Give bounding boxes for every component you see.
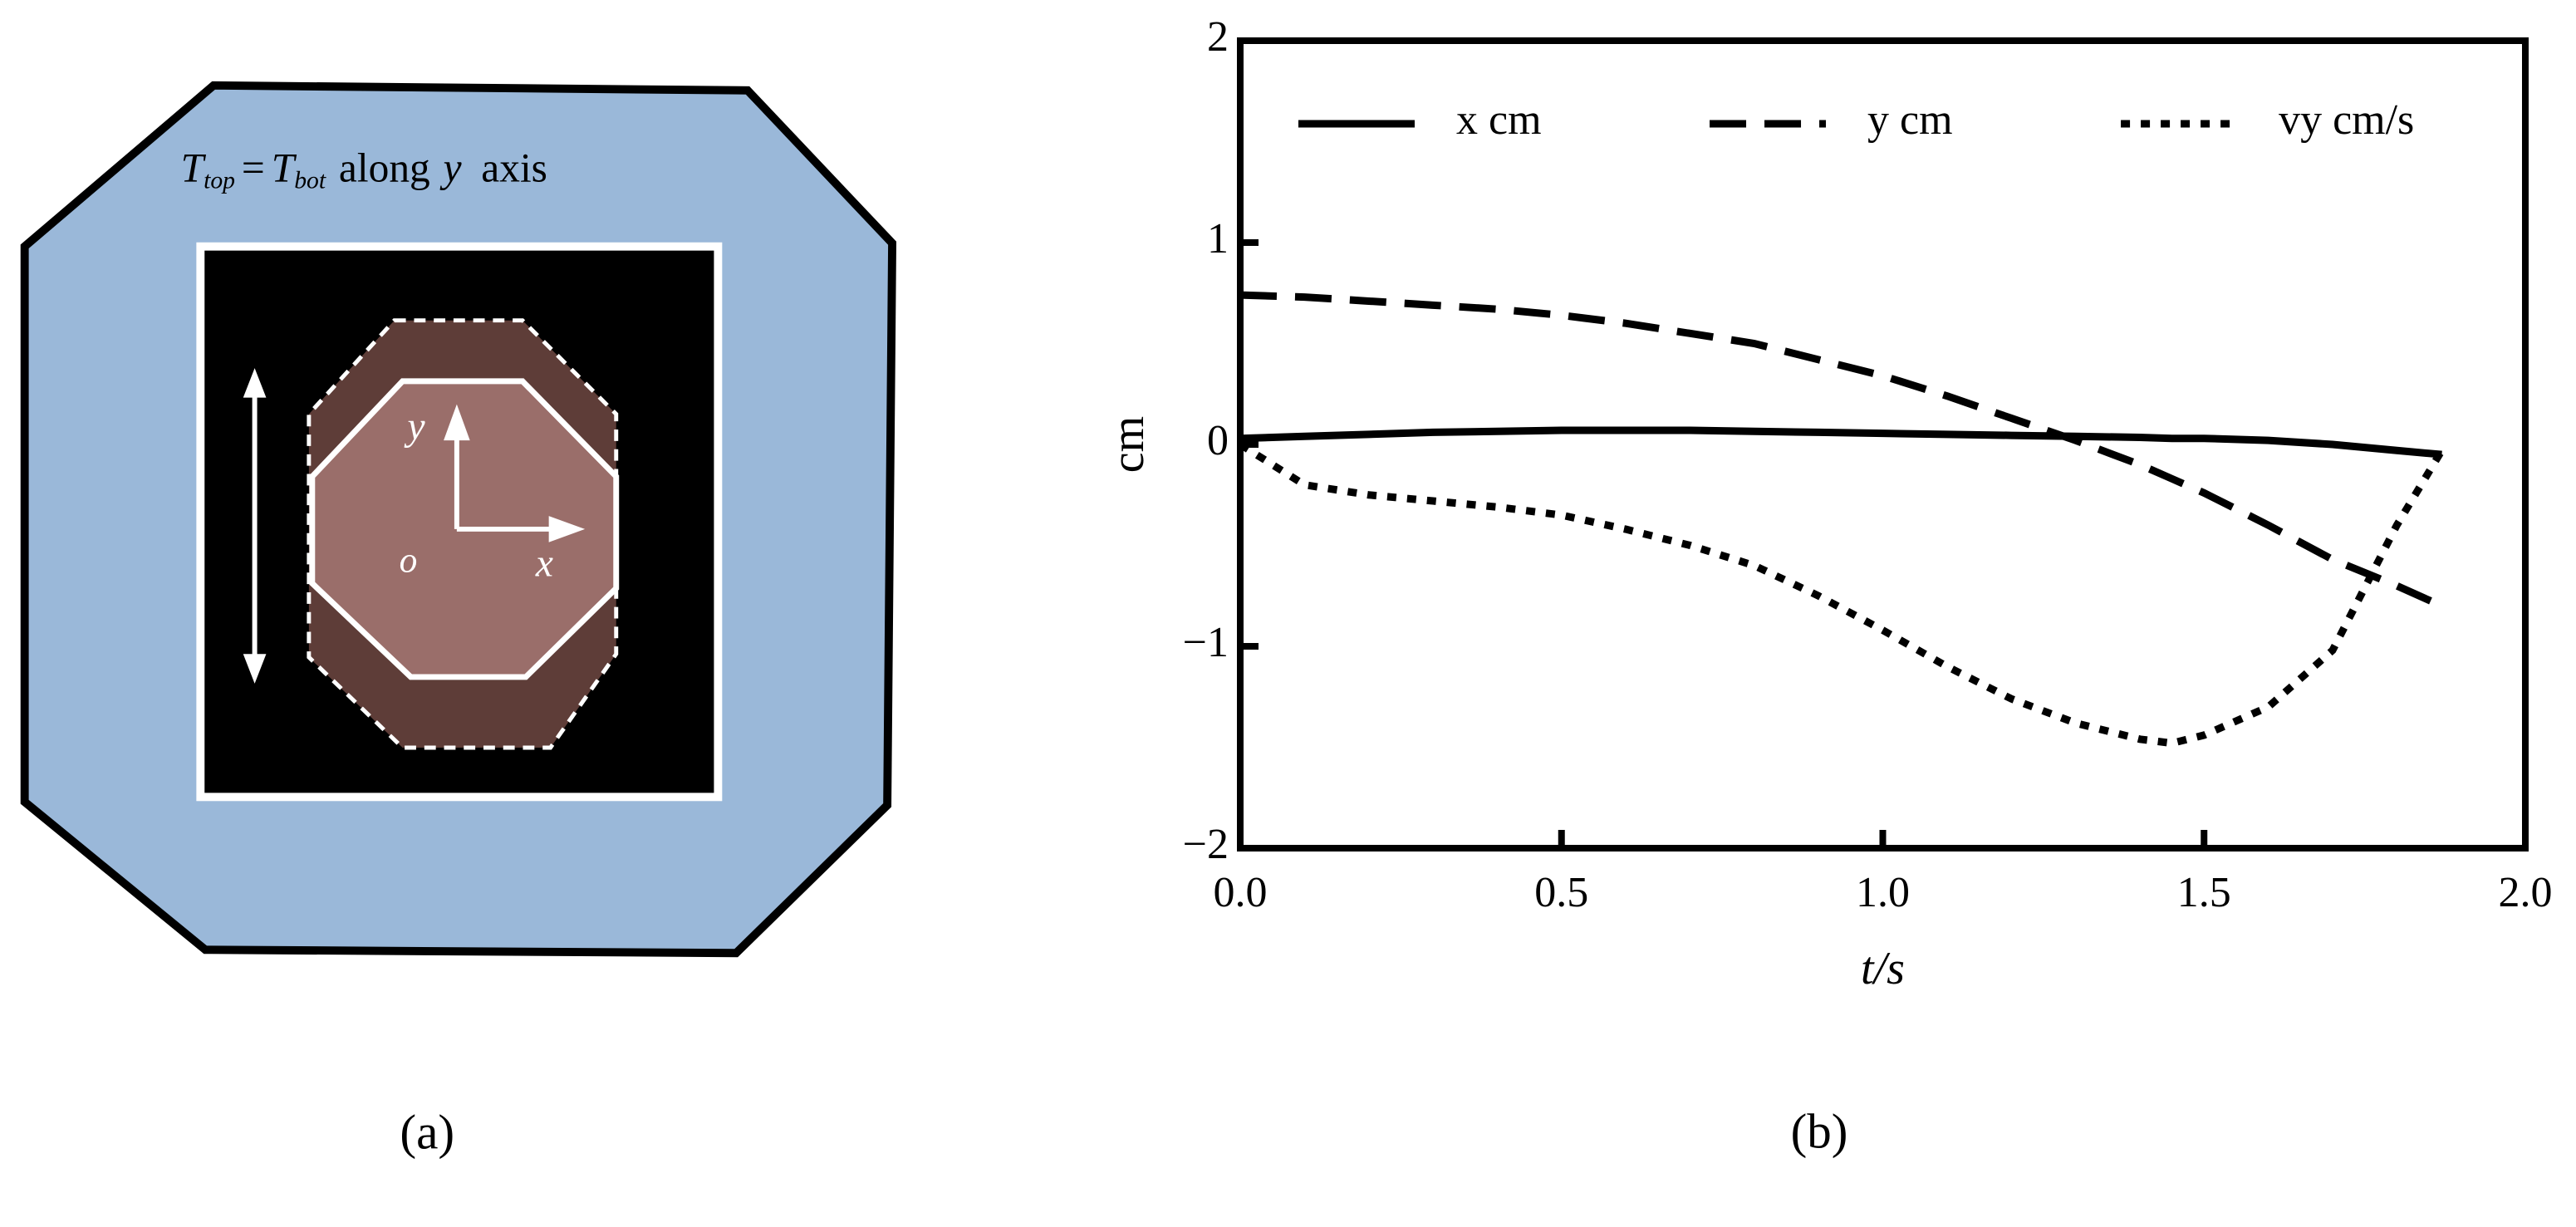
x-tick-label: 0.0 bbox=[1214, 869, 1268, 916]
annotation-part: top bbox=[204, 167, 235, 194]
plot-frame bbox=[1237, 37, 2529, 852]
legend-label: y cm bbox=[1867, 96, 1953, 144]
axis-label: o bbox=[400, 540, 418, 580]
y-tick-label: 2 bbox=[1207, 13, 1229, 61]
panel-a: y x o Ttop = Tbot along y axis (a) bbox=[20, 81, 897, 1159]
axis-label: y bbox=[405, 405, 426, 449]
legend-label: x cm bbox=[1456, 96, 1542, 144]
arrow-head bbox=[243, 654, 267, 684]
caption: (b) bbox=[1791, 1104, 1848, 1159]
series-line bbox=[1239, 291, 2444, 610]
x-axis-label: t/s bbox=[1861, 943, 1905, 994]
arrow-head bbox=[444, 404, 470, 441]
annotation: Ttop = Tbot along y axis bbox=[181, 145, 547, 194]
y-tick-label: −1 bbox=[1183, 619, 1229, 666]
legend-label: vy cm/s bbox=[2279, 96, 2414, 144]
axis-label: x bbox=[535, 542, 553, 585]
x-tick-label: 1.5 bbox=[2177, 869, 2231, 916]
annotation-part: bot bbox=[294, 167, 326, 194]
arrow-head bbox=[548, 516, 586, 542]
y-tick-label: −2 bbox=[1183, 821, 1229, 868]
annotation-part: = bbox=[242, 145, 265, 191]
x-tick-label: 1.0 bbox=[1856, 869, 1910, 916]
arrow-head bbox=[243, 368, 267, 398]
caption: (a) bbox=[400, 1104, 454, 1159]
x-tick-label: 2.0 bbox=[2499, 869, 2553, 916]
annotation-part: T bbox=[272, 145, 297, 191]
series-line bbox=[1239, 426, 2442, 459]
x-tick-label: 0.5 bbox=[1534, 869, 1588, 916]
y-tick-label: 1 bbox=[1207, 215, 1229, 263]
annotation-part: along bbox=[339, 145, 430, 191]
series-line bbox=[1238, 441, 2446, 748]
y-tick-label: 0 bbox=[1207, 417, 1229, 464]
y-axis-label: cm bbox=[1102, 416, 1154, 473]
annotation-part: y bbox=[439, 145, 462, 191]
annotation-part: axis bbox=[481, 145, 547, 191]
annotation-part: T bbox=[181, 145, 207, 191]
